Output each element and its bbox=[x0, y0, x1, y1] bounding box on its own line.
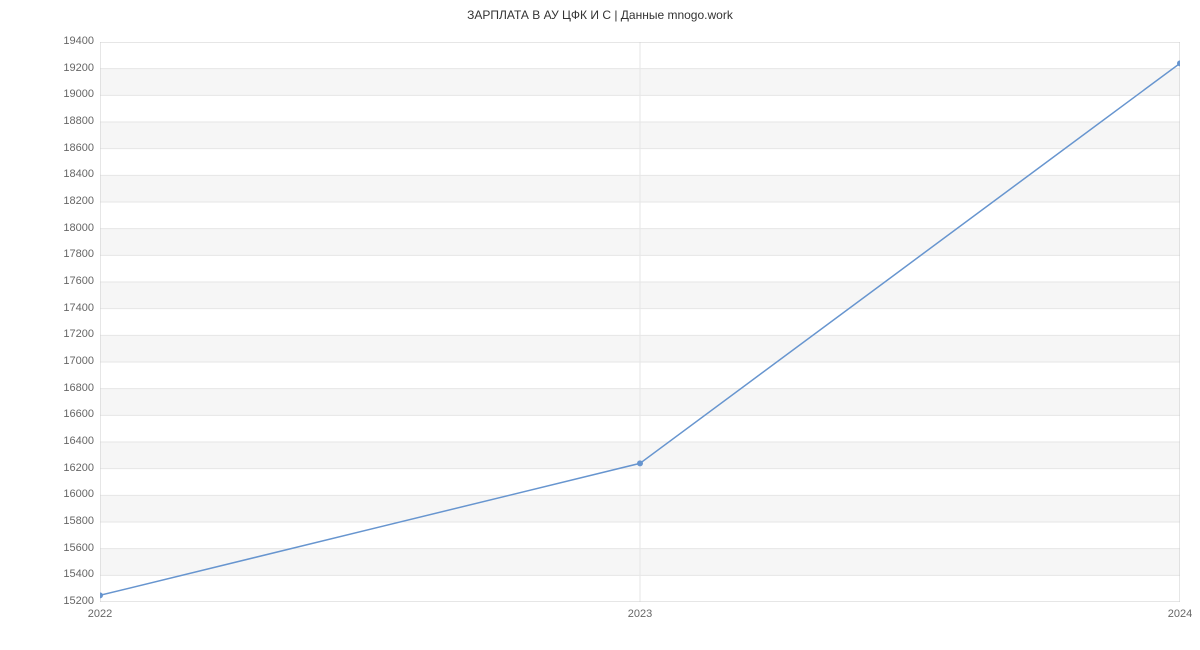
y-tick-label: 16800 bbox=[52, 382, 94, 394]
y-tick-label: 18400 bbox=[52, 168, 94, 180]
y-tick-label: 17600 bbox=[52, 275, 94, 287]
x-tick-label: 2022 bbox=[88, 608, 112, 620]
chart-svg bbox=[100, 42, 1180, 602]
salary-line-chart: ЗАРПЛАТА В АУ ЦФК И С | Данные mnogo.wor… bbox=[0, 0, 1200, 650]
y-tick-label: 17800 bbox=[52, 248, 94, 260]
y-tick-label: 16400 bbox=[52, 435, 94, 447]
chart-title: ЗАРПЛАТА В АУ ЦФК И С | Данные mnogo.wor… bbox=[0, 8, 1200, 22]
x-tick-label: 2024 bbox=[1168, 608, 1192, 620]
plot-area bbox=[100, 42, 1180, 602]
y-tick-label: 18200 bbox=[52, 195, 94, 207]
y-tick-label: 16000 bbox=[52, 488, 94, 500]
y-tick-label: 18600 bbox=[52, 142, 94, 154]
y-tick-label: 15400 bbox=[52, 568, 94, 580]
y-tick-label: 15800 bbox=[52, 515, 94, 527]
y-tick-label: 16600 bbox=[52, 408, 94, 420]
y-tick-label: 19400 bbox=[52, 35, 94, 47]
y-tick-label: 18800 bbox=[52, 115, 94, 127]
y-tick-label: 18000 bbox=[52, 222, 94, 234]
data-point bbox=[637, 460, 643, 466]
y-tick-label: 19200 bbox=[52, 62, 94, 74]
y-tick-label: 16200 bbox=[52, 462, 94, 474]
y-tick-label: 17400 bbox=[52, 302, 94, 314]
y-tick-label: 15200 bbox=[52, 595, 94, 607]
y-tick-label: 17200 bbox=[52, 328, 94, 340]
y-tick-label: 15600 bbox=[52, 542, 94, 554]
x-tick-label: 2023 bbox=[628, 608, 652, 620]
y-tick-label: 19000 bbox=[52, 88, 94, 100]
y-tick-label: 17000 bbox=[52, 355, 94, 367]
